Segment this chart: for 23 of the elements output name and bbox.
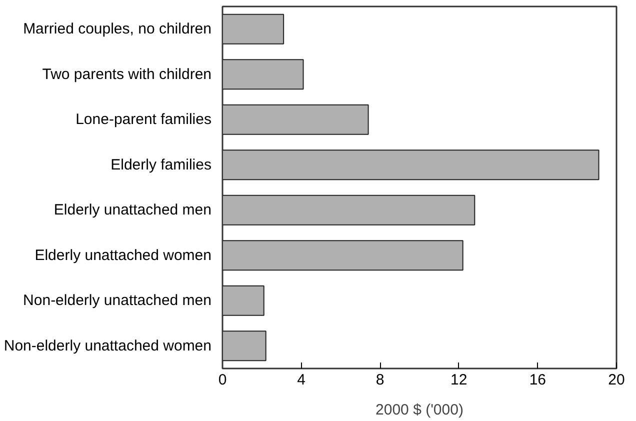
- bar: [222, 240, 464, 271]
- x-tick-label: 4: [297, 372, 306, 388]
- x-tick-label: 0: [218, 372, 227, 388]
- bar: [222, 194, 476, 226]
- x-tick-label: 8: [376, 372, 384, 388]
- x-tick-label: 16: [529, 372, 546, 388]
- bar: [222, 14, 284, 44]
- y-tick-label: Elderly unattached men: [54, 202, 212, 219]
- bar: [222, 330, 266, 362]
- y-tick-label: Married couples, no children: [23, 20, 212, 38]
- y-tick-label: Elderly unattached women: [34, 246, 212, 264]
- y-tick-label: Non-elderly unattached men: [23, 292, 212, 310]
- y-tick-label: Lone-parent families: [76, 111, 212, 128]
- y-tick-label: Two parents with children: [42, 66, 212, 83]
- bar: [222, 104, 369, 135]
- x-tick-label: 12: [450, 372, 468, 388]
- x-axis-title: 2000 $ ('000): [376, 402, 464, 418]
- bar: [222, 285, 264, 316]
- bar: [222, 59, 304, 90]
- bar: [222, 150, 600, 180]
- y-tick-label: Elderly families: [110, 156, 212, 174]
- x-tick-label: 20: [608, 372, 625, 388]
- y-tick-label: Non-elderly unattached women: [4, 337, 212, 354]
